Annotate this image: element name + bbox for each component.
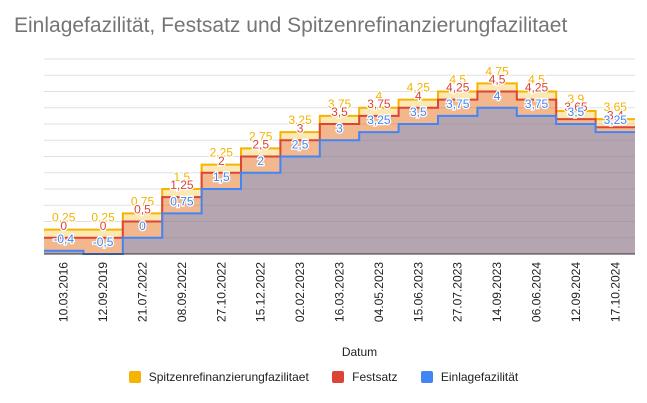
data-label: 2,25 <box>210 146 234 160</box>
data-label: 3,25 <box>604 113 628 127</box>
data-label: 2 <box>257 154 264 168</box>
data-label: 1,25 <box>170 178 194 192</box>
data-label: 2,5 <box>252 138 269 152</box>
data-label: 4,5 <box>449 73 466 87</box>
data-label: 0 <box>60 219 67 233</box>
data-label: 0,25 <box>52 211 76 225</box>
legend-item-spitzenrefinanzierungfazilitaet: Spitzenrefinanzierungfazilitaet <box>128 370 309 384</box>
data-label: -0,5 <box>93 235 114 249</box>
data-label: 4,5 <box>528 73 545 87</box>
data-label: 0,75 <box>170 194 194 208</box>
data-label: 2,75 <box>249 129 273 143</box>
x-tick-label: 06.06.2024 <box>530 262 544 322</box>
data-label: 4,25 <box>407 81 431 95</box>
data-label: 3,75 <box>446 97 470 111</box>
data-label: 3,9 <box>568 92 585 106</box>
data-label: 3 <box>336 121 343 135</box>
x-tick-label: 27.07.2023 <box>451 262 465 322</box>
data-label: 3,65 <box>604 100 628 114</box>
legend-label: Einlagefazilität <box>440 370 519 384</box>
data-label: 3 <box>297 121 304 135</box>
series-line-2 <box>44 106 635 255</box>
data-label: 3,4 <box>607 108 624 122</box>
data-label: 2 <box>218 154 225 168</box>
data-label: 1,5 <box>213 170 230 184</box>
series-area-0 <box>44 83 635 254</box>
series-line-1 <box>44 90 635 239</box>
x-tick-label: 27.10.2022 <box>214 262 228 322</box>
x-tick-label: 08.09.2022 <box>175 262 189 322</box>
data-label: 1,5 <box>174 170 191 184</box>
data-label: 0 <box>139 219 146 233</box>
data-label: 0,75 <box>131 194 155 208</box>
data-label: 3,5 <box>331 105 348 119</box>
legend-swatch-spitzenrefinanzierungfazilitaet <box>128 371 141 383</box>
data-label: 4,75 <box>485 64 509 78</box>
data-label: -0,4 <box>53 232 74 246</box>
x-tick-label: 15.12.2022 <box>254 262 268 322</box>
data-label: 3,75 <box>328 97 352 111</box>
data-label: 4 <box>494 89 501 103</box>
data-label: 3,75 <box>525 97 549 111</box>
x-tick-label: 16.03.2023 <box>333 262 347 322</box>
x-axis-title: Datum <box>342 345 377 359</box>
x-tick-label: 14.09.2023 <box>490 262 504 322</box>
data-label: 3,25 <box>288 113 312 127</box>
legend-swatch-festsatz <box>332 371 345 383</box>
legend-label: Festsatz <box>352 370 398 384</box>
x-tick-label: 04.05.2023 <box>372 262 386 322</box>
legend-item-einlagefazilitaet: Einlagefazilität <box>420 370 519 384</box>
data-label: 3,25 <box>367 113 391 127</box>
x-tick-label: 15.06.2023 <box>411 262 425 322</box>
data-label: 4 <box>415 89 422 103</box>
x-tick-label: 10.03.2016 <box>57 262 71 322</box>
legend-label: Spitzenrefinanzierungfazilitaet <box>148 370 309 384</box>
data-label: 4 <box>376 89 383 103</box>
legend-item-festsatz: Festsatz <box>332 370 398 384</box>
x-tick-label: 12.09.2019 <box>96 262 110 322</box>
chart-legend: Spitzenrefinanzierungfazilitaet Festsatz… <box>0 370 647 384</box>
x-tick-label: 02.02.2023 <box>293 262 307 322</box>
data-label: 4,25 <box>525 81 549 95</box>
data-label: 0 <box>100 219 107 233</box>
data-label: 0,25 <box>91 211 115 225</box>
legend-swatch-einlagefazilitaet <box>420 371 433 383</box>
data-label: 3,5 <box>410 105 427 119</box>
x-tick-label: 17.10.2024 <box>608 262 622 322</box>
x-tick-label: 21.07.2022 <box>136 262 150 322</box>
data-label: 0,5 <box>134 203 151 217</box>
data-label: 2,5 <box>292 138 309 152</box>
data-label: 4,25 <box>446 81 470 95</box>
data-label: 4,5 <box>489 73 506 87</box>
x-tick-label: 12.09.2024 <box>569 262 583 322</box>
data-label: 3,75 <box>367 97 391 111</box>
series-area-2 <box>44 107 635 254</box>
chart-title: Einlagefazilität, Festsatz und Spitzenre… <box>14 14 568 37</box>
data-label: 3,65 <box>564 100 588 114</box>
data-label: 3,5 <box>568 105 585 119</box>
